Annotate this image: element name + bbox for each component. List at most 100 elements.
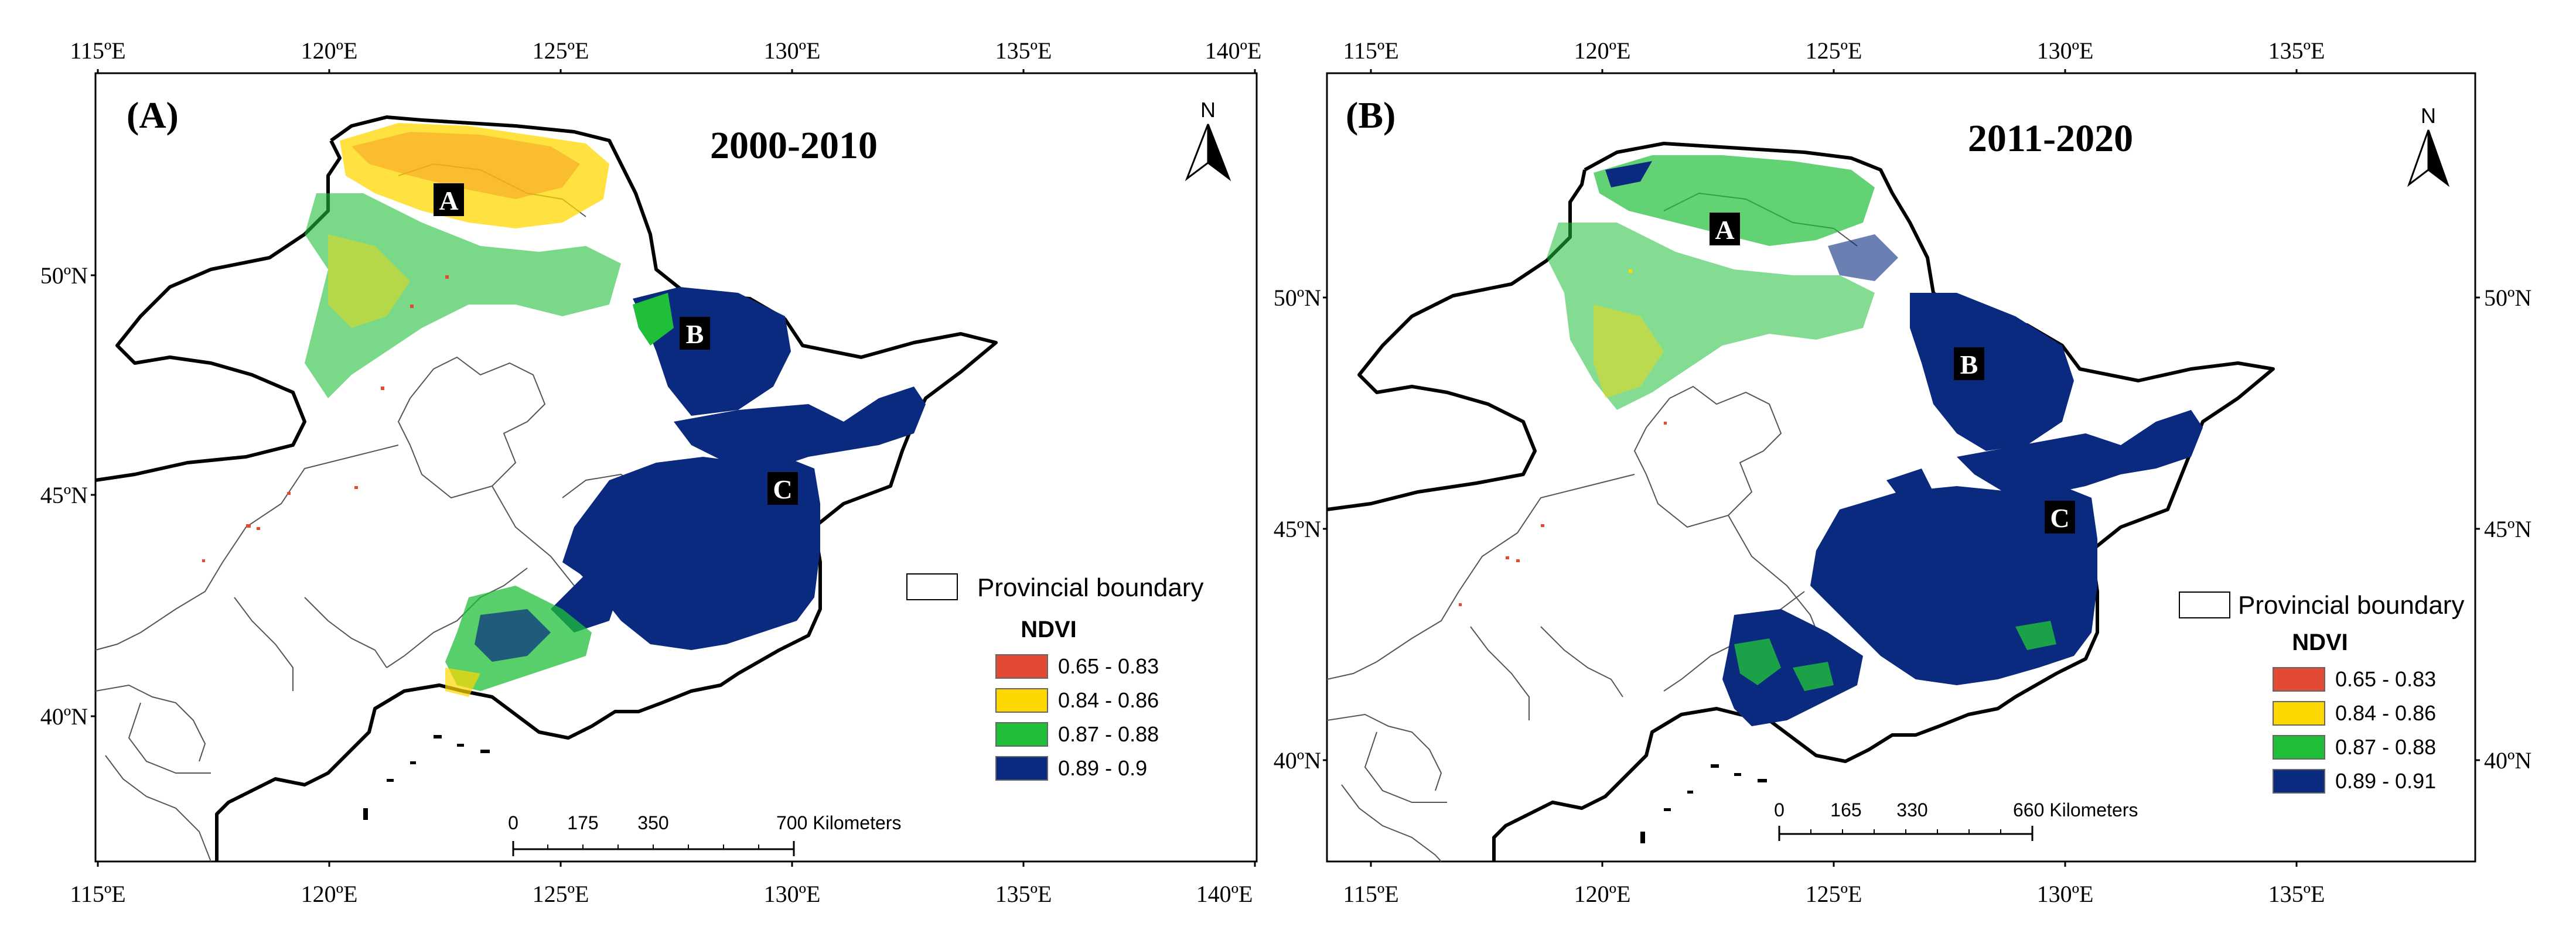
north-arrow-icon: N — [2407, 104, 2450, 187]
lon-tick-label: 125ºE — [1806, 881, 1862, 907]
legend-item-label: 0.84 - 0.86 — [1058, 688, 1159, 712]
lon-ticks-bottom: 115ºE 120ºE 125ºE 130ºE 135ºE 140ºE — [70, 861, 1256, 907]
lon-tick-label: 120ºE — [1574, 37, 1631, 64]
legend-title: NDVI — [2292, 630, 2348, 655]
scale-bar: 0 175 350 700 Kilometers — [508, 812, 901, 856]
lon-tick-label: 140ºE — [1205, 37, 1262, 64]
map-b-svg: 115ºE 120ºE 125ºE 130ºE 135ºE 115ºE 120º… — [1274, 37, 2532, 907]
lon-tick-label: 130ºE — [2037, 881, 2094, 907]
svg-text:A: A — [439, 186, 458, 216]
scale-bar: 0 165 330 660 Kilometers — [1774, 799, 2138, 841]
legend-item-label: 0.87 - 0.88 — [2335, 735, 2436, 759]
svg-text:A: A — [1715, 215, 1734, 245]
period-title: 2011-2020 — [1968, 117, 2133, 160]
legend-swatch — [2273, 769, 2325, 794]
lat-tick-label: 50ºN — [40, 262, 88, 289]
legend-item-label: 0.84 - 0.86 — [2335, 701, 2436, 725]
lon-tick-label: 130ºE — [2037, 37, 2094, 64]
svg-text:B: B — [686, 319, 704, 349]
legend-swatch — [995, 688, 1048, 713]
lon-tick-label: 135ºE — [995, 37, 1052, 64]
lon-tick-label: 120ºE — [301, 881, 358, 907]
lat-tick-label: 45ºN — [40, 482, 88, 508]
svg-text:B: B — [1960, 350, 1978, 379]
legend-title: NDVI — [1021, 617, 1077, 642]
coastal-islands — [363, 735, 490, 820]
lat-tick-label: 40ºN — [40, 703, 88, 730]
north-arrow-icon: N — [1185, 98, 1231, 182]
lon-tick-label: 120ºE — [1574, 881, 1631, 907]
legend-item-label: 0.89 - 0.9 — [1058, 756, 1147, 780]
scale-label: 175 — [567, 812, 598, 833]
lon-tick-label: 130ºE — [764, 37, 821, 64]
ndvi-raster — [1459, 155, 2203, 726]
lon-tick-label: 135ºE — [995, 881, 1052, 907]
period-title: 2000-2010 — [710, 124, 878, 167]
map-legend: Provincial boundary NDVI 0.65 - 0.83 0.8… — [2179, 591, 2464, 794]
map-panel-b: 115ºE 120ºE 125ºE 130ºE 135ºE 115ºE 120º… — [1274, 0, 2576, 930]
region-label-a: A — [434, 183, 464, 216]
lat-ticks: 50ºN 45ºN 40ºN — [40, 262, 95, 730]
legend-swatch — [2273, 735, 2325, 760]
svg-text:C: C — [773, 474, 792, 504]
legend-swatch — [2273, 667, 2325, 692]
region-label-b: B — [1954, 347, 1984, 380]
lon-tick-label: 115ºE — [70, 881, 125, 907]
scale-label: 0 — [1774, 799, 1785, 820]
coastal-islands — [1640, 764, 1767, 843]
lon-tick-label: 135ºE — [2268, 37, 2325, 64]
lon-tick-label: 115ºE — [70, 37, 125, 64]
lon-ticks-top: 115ºE 120ºE 125ºE 130ºE 135ºE 140ºE — [70, 37, 1261, 73]
svg-text:N: N — [2421, 104, 2436, 128]
legend-item-label: 0.87 - 0.88 — [1058, 722, 1159, 746]
lat-ticks-right: 50ºN 45ºN 40ºN — [2475, 285, 2531, 774]
lon-ticks-top: 115ºE 120ºE 125ºE 130ºE 135ºE — [1343, 37, 2325, 73]
legend-item-label: 0.65 - 0.83 — [2335, 667, 2436, 691]
lon-tick-label: 115ºE — [1343, 881, 1398, 907]
legend-boundary-swatch — [906, 573, 958, 600]
legend-boundary-label: Provincial boundary — [977, 573, 1203, 602]
scale-label: 700 Kilometers — [776, 812, 901, 833]
lon-tick-label: 125ºE — [1806, 37, 1862, 64]
svg-text:N: N — [1200, 98, 1216, 122]
legend-swatch — [995, 654, 1048, 679]
lon-tick-label: 125ºE — [533, 881, 589, 907]
lon-tick-label: 130ºE — [764, 881, 821, 907]
region-label-c: C — [767, 472, 798, 505]
lat-ticks-left: 50ºN 45ºN 40ºN — [1274, 285, 1327, 774]
panel-label: (A) — [127, 94, 179, 136]
ndvi-raster — [202, 123, 926, 697]
lon-ticks-bottom: 115ºE 120ºE 125ºE 130ºE 135ºE — [1343, 861, 2325, 907]
lat-tick-label: 45ºN — [1274, 516, 1321, 542]
lat-tick-label: 50ºN — [2484, 285, 2531, 311]
region-label-b: B — [680, 317, 710, 350]
lat-tick-label: 50ºN — [1274, 285, 1321, 311]
map-legend: Provincial boundary NDVI 0.65 - 0.83 0.8… — [906, 573, 1203, 781]
region-label-c: C — [2045, 501, 2075, 534]
legend-boundary-label: Provincial boundary — [2238, 591, 2464, 620]
panel-label: (B) — [1346, 94, 1396, 136]
scale-label: 350 — [637, 812, 668, 833]
legend-swatch — [995, 722, 1048, 747]
scale-label: 660 Kilometers — [2013, 799, 2138, 820]
map-panel-a: 115ºE 120ºE 125ºE 130ºE 135ºE 140ºE 115º… — [0, 0, 1265, 930]
lon-tick-label: 115ºE — [1343, 37, 1398, 64]
svg-text:C: C — [2050, 503, 2069, 533]
legend-item-label: 0.65 - 0.83 — [1058, 654, 1159, 678]
scale-label: 165 — [1830, 799, 1861, 820]
lat-tick-label: 40ºN — [1274, 747, 1321, 774]
map-a-svg: 115ºE 120ºE 125ºE 130ºE 135ºE 140ºE 115º… — [40, 37, 1262, 907]
region-label-a: A — [1710, 213, 1740, 245]
lat-tick-label: 40ºN — [2484, 747, 2531, 774]
lon-tick-label: 120ºE — [301, 37, 358, 64]
legend-swatch — [2273, 701, 2325, 726]
lon-tick-label: 140ºE — [1196, 881, 1253, 907]
lon-tick-label: 135ºE — [2268, 881, 2325, 907]
lat-tick-label: 45ºN — [2484, 516, 2531, 542]
scale-label: 330 — [1896, 799, 1927, 820]
legend-item-label: 0.89 - 0.91 — [2335, 769, 2436, 793]
lon-tick-label: 125ºE — [533, 37, 589, 64]
legend-boundary-swatch — [2179, 591, 2230, 618]
legend-swatch — [995, 756, 1048, 781]
scale-label: 0 — [508, 812, 518, 833]
